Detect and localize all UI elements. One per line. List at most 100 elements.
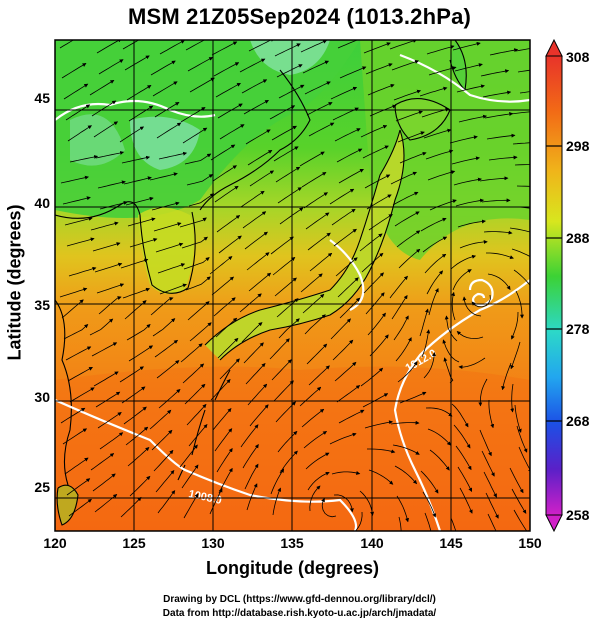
wind-arrow xyxy=(98,296,122,315)
wind-arrow xyxy=(98,59,124,75)
wind-arrow xyxy=(365,292,385,315)
wind-arrow xyxy=(334,361,357,382)
wind-arrow xyxy=(488,155,518,161)
wind-arrow xyxy=(452,41,481,51)
wind-arrow xyxy=(306,102,333,116)
wind-arrow xyxy=(338,168,364,184)
wind-arrow xyxy=(510,311,519,340)
wind-arrow xyxy=(180,343,203,363)
wind-arrow xyxy=(459,239,488,249)
wind-arrow xyxy=(241,79,268,94)
wind-arrow xyxy=(273,380,294,402)
colorbar-tick: 298 xyxy=(566,138,590,154)
wind-arrow xyxy=(62,428,88,445)
wind-arrow xyxy=(330,318,351,340)
wind-arrow xyxy=(419,86,448,97)
wind-arrow xyxy=(155,469,175,493)
wind-arrow xyxy=(397,361,418,383)
wind-arrow xyxy=(458,114,488,123)
wind-arrow xyxy=(456,84,485,93)
wind-arrow xyxy=(363,272,384,294)
wind-arrow xyxy=(483,230,513,235)
wind-arrow xyxy=(159,283,187,295)
wind-arrow xyxy=(363,42,391,54)
x-tick: 120 xyxy=(43,535,67,551)
wind-arrow xyxy=(420,470,439,494)
wind-arrow xyxy=(484,112,514,119)
wind-arrow xyxy=(93,371,119,387)
wind-arrow xyxy=(422,236,448,253)
wind-arrow xyxy=(270,468,285,495)
colorbar: 308 298 288 278 268 258 xyxy=(545,38,590,533)
wind-arrow xyxy=(217,337,239,359)
wind-arrow xyxy=(248,272,272,292)
wind-arrow xyxy=(188,423,208,447)
wind-arrow xyxy=(187,301,210,321)
wind-arrow xyxy=(124,55,150,71)
wind-arrow xyxy=(331,208,356,226)
wind-arrow xyxy=(179,444,198,468)
wind-arrow xyxy=(426,270,444,295)
x-tick: 150 xyxy=(518,535,542,551)
wind-arrow xyxy=(510,111,530,115)
wind-arrow xyxy=(129,475,151,497)
wind-arrow xyxy=(150,60,176,76)
wind-arrow xyxy=(159,40,185,55)
credit-data-source: Data from http://database.rish.kyoto-u.a… xyxy=(162,608,437,619)
map-title: MSM 21Z05Sep2024 (1013.2hPa) xyxy=(127,4,472,29)
wind-arrow xyxy=(216,447,233,473)
wind-arrow xyxy=(512,142,530,145)
wind-arrow xyxy=(427,170,456,181)
wind-arrow xyxy=(450,254,477,270)
wind-arrow xyxy=(212,407,232,431)
wind-arrow xyxy=(279,207,304,225)
wind-arrow xyxy=(443,357,454,384)
wind-arrow xyxy=(335,257,358,277)
wind-arrow xyxy=(67,366,93,382)
wind-arrow xyxy=(481,198,511,203)
wind-arrow xyxy=(242,211,267,229)
wind-arrow xyxy=(156,360,180,379)
wind-arrow xyxy=(90,453,115,471)
wind-arrow xyxy=(368,469,394,485)
colorbar-tick: 258 xyxy=(566,507,590,523)
wind-arrow xyxy=(299,151,325,167)
wind-arrow xyxy=(458,357,486,370)
wind-arrow xyxy=(119,126,145,143)
wind-arrow xyxy=(393,89,422,101)
wind-arrow xyxy=(65,104,91,121)
colorbar-min-arrow xyxy=(545,514,563,533)
wind-arrow xyxy=(243,99,269,115)
wind-arrow xyxy=(511,488,527,514)
x-tick-labels: 120 125 130 135 140 145 150 xyxy=(43,535,542,551)
wind-arrow xyxy=(392,444,420,455)
wind-arrow xyxy=(126,85,152,101)
wind-arrow xyxy=(217,103,243,119)
wind-arrow xyxy=(91,342,118,357)
wind-arrow xyxy=(99,432,124,450)
wind-arrow xyxy=(513,269,530,291)
wind-arrow xyxy=(369,104,397,117)
wind-arrow xyxy=(333,228,357,247)
wind-arrow xyxy=(69,387,95,403)
wind-arrow xyxy=(62,196,91,205)
wind-arrow xyxy=(390,420,420,425)
wind-arrow xyxy=(183,257,210,270)
wind-arrow xyxy=(149,409,172,430)
wind-arrow xyxy=(245,129,271,145)
wind-arrow xyxy=(213,297,236,317)
wind-arrow xyxy=(128,345,154,362)
wind-arrow xyxy=(241,322,263,343)
wind-arrow xyxy=(274,43,301,57)
wind-arrow xyxy=(153,222,182,232)
wind-arrow xyxy=(487,273,511,291)
wind-arrow xyxy=(367,312,386,336)
wind-arrow xyxy=(95,151,125,159)
wind-arrow xyxy=(60,175,89,184)
wind-arrow xyxy=(333,494,354,513)
wind-arrow xyxy=(301,408,325,428)
wind-arrow xyxy=(393,315,409,341)
wind-arrow xyxy=(486,252,514,260)
wind-arrow xyxy=(64,457,89,475)
